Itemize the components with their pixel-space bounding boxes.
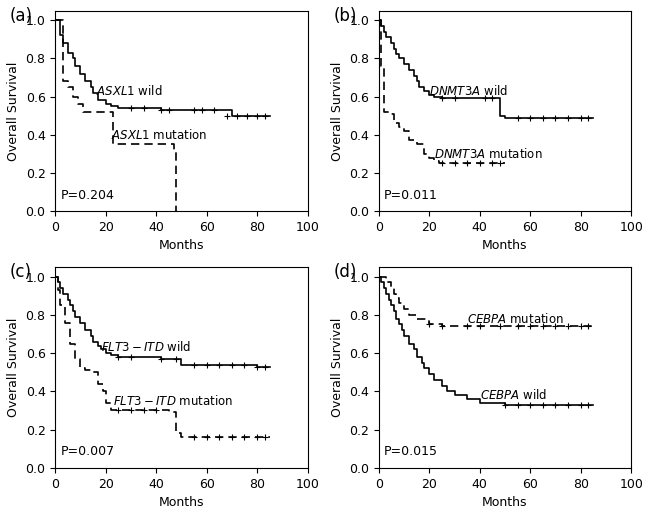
Text: $\it{ASXL1}$ mutation: $\it{ASXL1}$ mutation — [111, 128, 207, 142]
Text: $\it{ASXL1}$ wild: $\it{ASXL1}$ wild — [96, 84, 162, 98]
Text: (c): (c) — [10, 263, 32, 281]
Text: P=0.015: P=0.015 — [384, 445, 438, 458]
Text: $\it{FLT3-ITD}$ mutation: $\it{FLT3-ITD}$ mutation — [113, 394, 233, 408]
X-axis label: Months: Months — [482, 239, 528, 252]
Text: (b): (b) — [333, 7, 357, 25]
Text: (d): (d) — [333, 263, 357, 281]
Y-axis label: Overall Survival: Overall Survival — [331, 61, 344, 160]
Text: $\it{DNMT3A}$ wild: $\it{DNMT3A}$ wild — [429, 84, 508, 98]
Text: P=0.007: P=0.007 — [60, 445, 114, 458]
Text: P=0.011: P=0.011 — [384, 189, 437, 202]
Text: (a): (a) — [10, 7, 32, 25]
Text: $\it{CEBPA}$ mutation: $\it{CEBPA}$ mutation — [467, 312, 564, 326]
Text: $\it{CEBPA}$ wild: $\it{CEBPA}$ wild — [480, 388, 547, 402]
Y-axis label: Overall Survival: Overall Survival — [7, 61, 20, 160]
X-axis label: Months: Months — [482, 496, 528, 509]
Text: $\it{FLT3-ITD}$ wild: $\it{FLT3-ITD}$ wild — [101, 341, 191, 354]
Y-axis label: Overall Survival: Overall Survival — [331, 318, 344, 417]
Y-axis label: Overall Survival: Overall Survival — [7, 318, 20, 417]
Text: P=0.204: P=0.204 — [60, 189, 114, 202]
Text: $\it{DNMT3A}$ mutation: $\it{DNMT3A}$ mutation — [434, 147, 543, 161]
X-axis label: Months: Months — [159, 239, 204, 252]
X-axis label: Months: Months — [159, 496, 204, 509]
